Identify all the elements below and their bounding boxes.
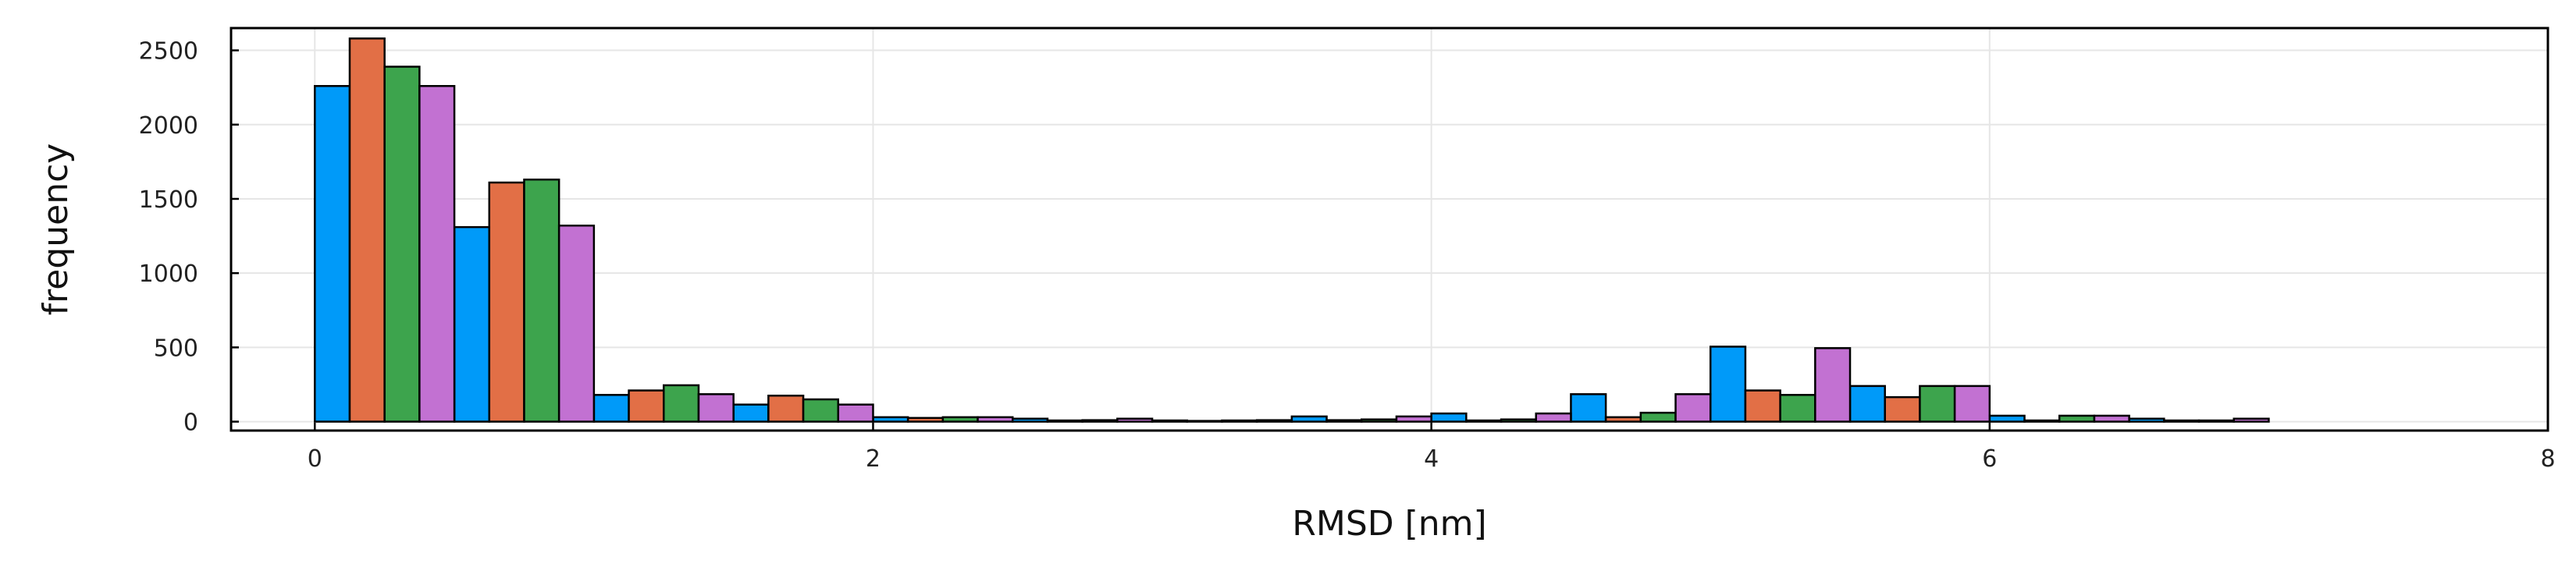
y-tick-label: 1000 xyxy=(139,261,198,288)
y-axis: 0 500 1000 1500 2000 2500 xyxy=(139,38,239,437)
bar-series-4-bin-7 xyxy=(1255,419,1293,423)
bar-series-4-bin-4 xyxy=(837,403,874,423)
bar-series-3-bin-13 xyxy=(2058,414,2096,423)
y-axis-label: frequency xyxy=(36,144,76,316)
x-tick-label: 4 xyxy=(1424,445,1439,473)
bar-series-2-bin-5 xyxy=(906,417,945,423)
bar-series-4-bin-12 xyxy=(1953,385,1991,423)
bar-series-4-bin-14 xyxy=(2233,417,2270,423)
bar-series-2-bin-9 xyxy=(1465,419,1503,423)
x-tick-label: 8 xyxy=(2540,445,2555,473)
bar-series-3-bin-5 xyxy=(941,416,979,423)
x-axis-label: RMSD [nm] xyxy=(1292,504,1486,544)
bar-series-2-bin-6 xyxy=(1046,419,1083,423)
bar-series-3-bin-9 xyxy=(1500,418,1537,423)
bar-series-1-bin-3 xyxy=(592,394,630,423)
bar-series-1-bin-11 xyxy=(1709,346,1747,423)
bar-series-3-bin-3 xyxy=(663,384,700,423)
bar-series-2-bin-11 xyxy=(1744,389,1781,423)
bar-series-2-bin-1 xyxy=(348,37,386,423)
bar-series-3-bin-1 xyxy=(383,66,421,423)
bar-series-4-bin-10 xyxy=(1674,393,1712,423)
bar-series-1-bin-6 xyxy=(1012,417,1049,423)
bar-series-4-bin-11 xyxy=(1814,347,1852,423)
bar-series-3-bin-4 xyxy=(802,398,840,423)
bar-series-1-bin-9 xyxy=(1430,412,1468,423)
bar-series-3-bin-10 xyxy=(1639,411,1677,423)
bar-series-3-bin-12 xyxy=(1919,385,1956,423)
bar-series-2-bin-12 xyxy=(1884,395,1921,423)
y-tick-label: 2500 xyxy=(139,38,198,66)
bar-series-3-bin-2 xyxy=(523,178,560,423)
y-tick-label: 1500 xyxy=(139,186,198,214)
bar-series-2-bin-13 xyxy=(2023,419,2061,423)
y-tick-label: 0 xyxy=(183,410,198,437)
bar-series-1-bin-14 xyxy=(2128,417,2165,423)
bar-series xyxy=(314,37,2270,423)
bar-series-3-bin-6 xyxy=(1081,419,1119,423)
bar-series-2-bin-8 xyxy=(1325,419,1363,423)
bar-series-4-bin-6 xyxy=(1116,417,1154,423)
x-tick-label: 6 xyxy=(1982,445,1997,473)
bar-series-2-bin-4 xyxy=(767,395,805,423)
x-tick-label: 0 xyxy=(308,445,322,473)
bar-series-3-bin-11 xyxy=(1779,394,1816,423)
bar-series-1-bin-4 xyxy=(732,403,770,423)
bar-series-3-bin-7 xyxy=(1221,419,1258,423)
y-tick-label: 500 xyxy=(154,335,198,362)
bar-series-1-bin-10 xyxy=(1570,393,1607,423)
bar-series-2-bin-2 xyxy=(488,181,525,423)
bar-series-2-bin-10 xyxy=(1604,416,1642,423)
bar-series-1-bin-2 xyxy=(453,225,491,423)
bar-series-1-bin-8 xyxy=(1290,415,1328,423)
bar-series-4-bin-1 xyxy=(418,85,456,423)
bar-series-1-bin-5 xyxy=(872,416,909,423)
bar-series-4-bin-3 xyxy=(697,393,735,423)
bar-series-1-bin-1 xyxy=(314,85,351,423)
plot-frame xyxy=(229,27,2549,432)
bar-series-2-bin-3 xyxy=(628,389,665,423)
bar-series-1-bin-7 xyxy=(1151,419,1188,423)
bar-series-4-bin-2 xyxy=(557,224,596,423)
x-axis: 0 2 4 6 8 xyxy=(308,423,2556,473)
bar-series-3-bin-8 xyxy=(1360,418,1398,423)
bar-series-4-bin-8 xyxy=(1395,415,1432,423)
bar-series-4-bin-13 xyxy=(2093,414,2130,423)
bar-series-4-bin-9 xyxy=(1535,412,1572,423)
bar-series-2-bin-7 xyxy=(1186,420,1223,423)
bar-series-3-bin-14 xyxy=(2197,419,2235,423)
y-tick-label: 2000 xyxy=(139,112,198,140)
bar-series-2-bin-14 xyxy=(2163,419,2201,423)
x-tick-label: 2 xyxy=(866,445,881,473)
bar-series-1-bin-12 xyxy=(1848,385,1886,423)
bar-series-4-bin-5 xyxy=(977,416,1014,423)
bar-series-1-bin-13 xyxy=(1988,414,2026,423)
